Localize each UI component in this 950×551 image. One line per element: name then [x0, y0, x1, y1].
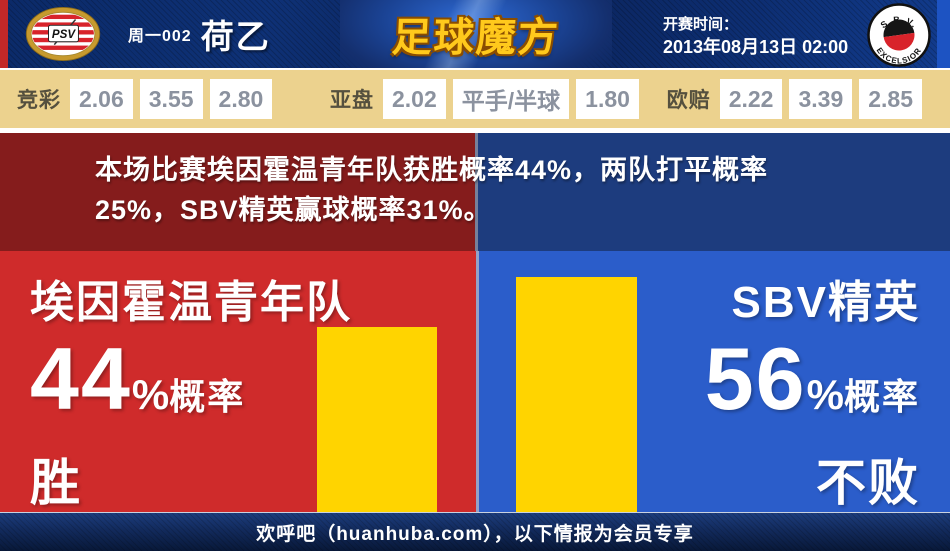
away-probability-value: 56	[704, 329, 807, 428]
home-panel: 埃因霍温青年队 44%概率 胜	[30, 251, 352, 513]
probability-chart: 埃因霍温青年队 44%概率 胜 SBV精英 56%概率 不败	[0, 251, 950, 512]
oupei-away-odds: 2.85	[859, 79, 922, 119]
home-probability-bar	[317, 327, 437, 512]
kickoff-label: 开赛时间：	[663, 16, 739, 33]
home-team-name: 埃因霍温青年队	[30, 278, 352, 327]
oupei-draw-odds: 3.39	[789, 79, 853, 119]
summary-banner: 本场比赛埃因霍温青年队获胜概率44%，两队打平概率 25%，SBV精英赢球概率3…	[0, 133, 950, 251]
psv-logo-text: PSV	[52, 29, 76, 41]
away-probability-bar	[516, 277, 637, 512]
kickoff-time: 2013年08月13日 02:00	[663, 37, 849, 57]
summary-line-1: 本场比赛埃因霍温青年队获胜概率44%，两队打平概率	[95, 155, 769, 185]
summary-text: 本场比赛埃因霍温青年队获胜概率44%，两队打平概率 25%，SBV精英赢球概率3…	[0, 133, 950, 230]
odds-group-oupei: 欧赔 2.22 3.39 2.85	[667, 70, 922, 128]
away-probability-row: 56%概率	[705, 331, 920, 453]
header: PSV 周一002 荷乙 足球魔方 开赛时间： 2013年08月13日 02:0…	[0, 0, 950, 68]
odds-row: 竞彩 2.06 3.55 2.80 亚盘 2.02 平手/半球 1.80 欧赔 …	[0, 68, 950, 128]
jingcai-draw-odds: 3.55	[139, 79, 203, 119]
footer: 欢呼吧（huanhuba.com），以下情报为会员专享	[0, 512, 950, 551]
away-percent-sign: %	[806, 371, 844, 418]
odds-group-jingcai: 竞彩 2.06 3.55 2.80	[17, 70, 273, 128]
brand-logo: 足球魔方	[390, 16, 561, 60]
yapan-away-odds: 1.80	[576, 79, 639, 119]
oupei-label: 欧赔	[666, 89, 711, 112]
away-outcome: 不败	[816, 455, 920, 511]
jingcai-label: 竞彩	[17, 89, 61, 112]
oupei-home-odds: 2.22	[719, 79, 783, 119]
home-probability-value: 44	[30, 329, 132, 428]
brand-panel: 足球魔方	[340, 0, 612, 68]
home-probability-row: 44%概率	[30, 331, 352, 453]
home-outcome: 胜	[30, 455, 82, 511]
odds-group-yapan: 亚盘 2.02 平手/半球 1.80	[330, 70, 639, 128]
psv-team-logo-icon: PSV	[24, 6, 102, 62]
match-code: 周一002	[128, 28, 192, 45]
yapan-label: 亚盘	[330, 89, 374, 112]
away-panel: SBV精英 56%概率 不败	[705, 251, 920, 513]
yapan-handicap: 平手/半球	[452, 79, 570, 119]
right-blue-strip	[937, 0, 950, 68]
home-probability-label: 概率	[169, 376, 246, 417]
sbv-excelsior-logo-icon: S.B.V. EXCELSIOR	[867, 3, 931, 67]
away-team-name: SBV精英	[731, 278, 920, 327]
home-percent-sign: %	[131, 371, 170, 418]
kickoff-info: 开赛时间： 2013年08月13日 02:00	[663, 15, 848, 60]
match-title: 周一002 荷乙	[128, 0, 271, 68]
summary-line-2: 25%，SBV精英赢球概率31%。	[95, 195, 492, 225]
jingcai-home-odds: 2.06	[70, 79, 133, 119]
away-probability-label: 概率	[843, 376, 920, 417]
league-name: 荷乙	[200, 18, 271, 55]
jingcai-away-odds: 2.80	[209, 79, 273, 119]
divider-strip	[0, 128, 950, 133]
left-red-strip	[0, 0, 8, 68]
footer-text: 欢呼吧（huanhuba.com），以下情报为会员专享	[256, 523, 694, 545]
yapan-home-odds: 2.02	[383, 79, 446, 119]
